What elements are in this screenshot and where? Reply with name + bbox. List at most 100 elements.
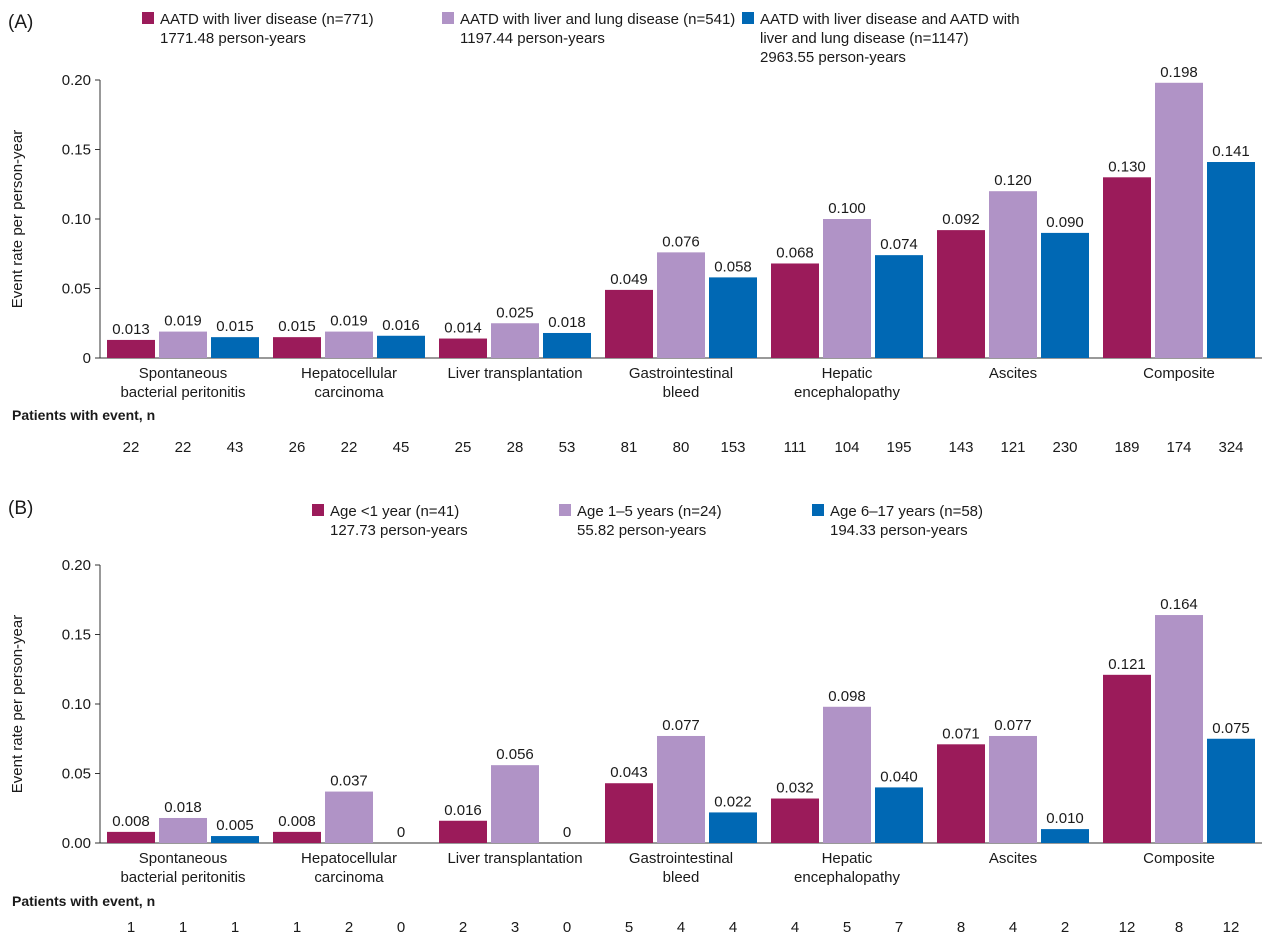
p1-counts-title: Patients with event, n — [12, 893, 155, 909]
p0-bar-s1-c2 — [491, 323, 539, 358]
p0-category-label-6: Composite — [1143, 365, 1215, 382]
p1-y-tick-label: 0.05 — [62, 766, 91, 783]
p0-event-count-s1-c5: 121 — [1000, 439, 1025, 456]
p0-legend-entry-2: AATD with liver disease and AATD with — [760, 11, 1020, 28]
p0-data-label-s1-c1: 0.019 — [330, 313, 368, 330]
p1-data-label-s1-c5: 0.077 — [994, 717, 1032, 734]
p1-event-count-s2-c6: 12 — [1223, 919, 1240, 936]
p1-data-label-s2-c6: 0.075 — [1212, 720, 1250, 737]
p1-y-axis-title: Event rate per person-year — [9, 615, 26, 793]
p0-data-label-s2-c1: 0.016 — [382, 317, 420, 334]
p1-event-count-s2-c3: 4 — [729, 919, 737, 936]
p0-legend-entry-0: AATD with liver disease (n=771) — [160, 11, 374, 28]
p0-bar-s0-c2 — [439, 338, 487, 358]
p0-bar-s2-c4 — [875, 255, 923, 358]
p1-event-count-s1-c3: 4 — [677, 919, 685, 936]
p0-legend-entry-1: AATD with liver and lung disease (n=541) — [460, 11, 735, 28]
p1-category-label-6: Composite — [1143, 850, 1215, 867]
p0-bar-s2-c2 — [543, 332, 591, 358]
p0-legend-swatch-1 — [442, 12, 454, 24]
p0-bar-s2-c6 — [1207, 162, 1255, 358]
p1-legend-swatch-2 — [812, 504, 824, 516]
p0-legend-swatch-2 — [742, 12, 754, 24]
p1-category-label-2: Liver transplantation — [447, 850, 582, 867]
p1-data-label-s1-c6: 0.164 — [1160, 596, 1198, 613]
p0-bar-s0-c6 — [1103, 177, 1151, 358]
p1-bar-s1-c5 — [989, 735, 1037, 843]
p0-y-tick-label: 0.05 — [62, 281, 91, 298]
p1-event-count-s2-c5: 2 — [1061, 919, 1069, 936]
p0-category-label-4: encephalopathy — [794, 384, 900, 401]
p1-event-count-s0-c5: 8 — [957, 919, 965, 936]
p0-bar-s2-c1 — [377, 335, 425, 358]
p1-data-label-s2-c3: 0.022 — [714, 793, 752, 810]
p0-data-label-s1-c0: 0.019 — [164, 313, 202, 330]
p0-event-count-s1-c3: 80 — [673, 439, 690, 456]
p0-y-tick-label: 0.10 — [62, 211, 91, 228]
p0-data-label-s0-c1: 0.015 — [278, 318, 316, 335]
p0-legend-subtitle-2: liver and lung disease (n=1147) — [760, 30, 969, 47]
p0-panel-label: (A) — [8, 12, 33, 33]
p0-data-label-s2-c4: 0.074 — [880, 236, 918, 253]
p0-bar-s0-c3 — [605, 289, 653, 358]
p1-category-label-0: bacterial peritonitis — [120, 869, 245, 886]
p1-legend-subtitle-2: 194.33 person-years — [830, 522, 968, 539]
p1-event-count-s0-c2: 2 — [459, 919, 467, 936]
p1-y-tick-label: 0.15 — [62, 627, 91, 644]
p1-data-label-s0-c3: 0.043 — [610, 764, 648, 781]
p0-data-label-s2-c5: 0.090 — [1046, 214, 1084, 231]
p0-data-label-s0-c3: 0.049 — [610, 271, 648, 288]
p0-data-label-s0-c4: 0.068 — [776, 244, 814, 261]
p0-category-label-0: Spontaneous — [139, 365, 227, 382]
p0-event-count-s0-c5: 143 — [948, 439, 973, 456]
p0-event-count-s1-c4: 104 — [834, 439, 859, 456]
p1-event-count-s0-c4: 4 — [791, 919, 799, 936]
p1-data-label-s1-c4: 0.098 — [828, 688, 866, 705]
p0-event-count-s0-c1: 26 — [289, 439, 306, 456]
p1-category-label-0: Spontaneous — [139, 850, 227, 867]
p1-bar-s0-c1 — [273, 831, 321, 843]
p0-legend-subtitle-1: 1197.44 person-years — [460, 30, 605, 47]
p0-legend-subtitle-2: 2963.55 person-years — [760, 49, 906, 66]
p0-y-tick-label: 0 — [83, 350, 91, 367]
p1-legend-entry-1: Age 1–5 years (n=24) — [577, 503, 722, 520]
p0-event-count-s2-c3: 153 — [720, 439, 745, 456]
p1-bar-s0-c4 — [771, 798, 819, 843]
p1-bar-s1-c0 — [159, 817, 207, 843]
p0-category-label-4: Hepatic — [822, 365, 873, 382]
p1-legend-swatch-0 — [312, 504, 324, 516]
p1-y-tick-label: 0.20 — [62, 557, 91, 574]
p0-event-count-s2-c4: 195 — [886, 439, 911, 456]
p0-category-label-5: Ascites — [989, 365, 1037, 382]
p0-data-label-s2-c3: 0.058 — [714, 258, 752, 275]
p1-event-count-s2-c1: 0 — [397, 919, 405, 936]
p0-y-tick-label: 0.20 — [62, 72, 91, 89]
p1-bar-s0-c3 — [605, 783, 653, 843]
p0-data-label-s0-c0: 0.013 — [112, 321, 150, 338]
p0-category-label-2: Liver transplantation — [447, 365, 582, 382]
p0-bar-s0-c4 — [771, 263, 819, 358]
p1-data-label-s0-c2: 0.016 — [444, 802, 482, 819]
p1-bar-s0-c0 — [107, 831, 155, 843]
p1-data-label-s2-c1: 0 — [397, 824, 405, 841]
p0-bar-s1-c4 — [823, 219, 871, 358]
p0-data-label-s0-c5: 0.092 — [942, 211, 980, 228]
p1-legend-entry-0: Age <1 year (n=41) — [330, 503, 459, 520]
p0-event-count-s2-c1: 45 — [393, 439, 410, 456]
p1-bar-s0-c2 — [439, 820, 487, 843]
p1-category-label-4: encephalopathy — [794, 869, 900, 886]
p0-event-count-s2-c2: 53 — [559, 439, 576, 456]
p0-counts-title: Patients with event, n — [12, 407, 155, 423]
p1-event-count-s2-c2: 0 — [563, 919, 571, 936]
p0-data-label-s0-c2: 0.014 — [444, 320, 482, 337]
p0-event-count-s1-c2: 28 — [507, 439, 524, 456]
p1-event-count-s1-c4: 5 — [843, 919, 851, 936]
p1-data-label-s0-c4: 0.032 — [776, 780, 814, 797]
p1-legend-swatch-1 — [559, 504, 571, 516]
p1-event-count-s1-c1: 2 — [345, 919, 353, 936]
p0-bar-s1-c1 — [325, 331, 373, 358]
p0-bar-s0-c1 — [273, 337, 321, 358]
p1-category-label-1: carcinoma — [314, 869, 384, 886]
p0-category-label-3: bleed — [663, 384, 700, 401]
